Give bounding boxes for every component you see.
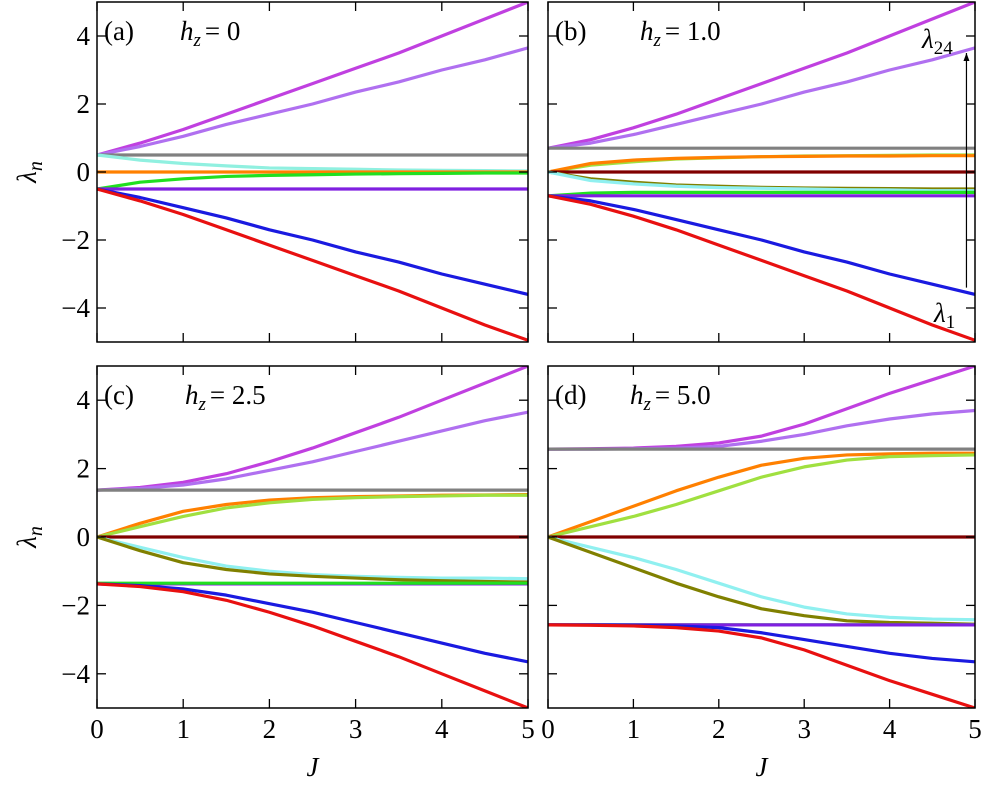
line <box>548 366 975 451</box>
title-subscript: z <box>653 30 662 51</box>
x-tick-label: 5 <box>968 714 982 744</box>
annotation: λ1 <box>933 298 955 333</box>
line <box>97 582 528 708</box>
panel-label: (d) <box>555 380 586 410</box>
line <box>97 2 528 157</box>
annotation-symbol: λ <box>921 24 934 54</box>
y-axis-label: λn <box>12 526 47 549</box>
y-tick-label: −4 <box>61 293 90 323</box>
title-value: = 1.0 <box>665 16 721 46</box>
frame <box>547 1 976 343</box>
line <box>548 535 975 622</box>
annotation: λ24 <box>921 24 953 59</box>
panel-title: hz = 2.5 <box>185 380 266 415</box>
y-tick-label: 4 <box>77 21 91 51</box>
frame <box>96 365 529 709</box>
x-tick-label: 3 <box>797 714 811 744</box>
line <box>97 493 528 539</box>
x-tick-label: 0 <box>541 714 555 744</box>
line <box>548 623 975 664</box>
line <box>97 535 528 581</box>
line <box>97 582 528 664</box>
annotation-symbol: λ <box>933 298 946 328</box>
x-tick-label: 4 <box>883 714 897 744</box>
line <box>548 2 975 150</box>
line <box>97 187 528 296</box>
title-value: = 2.5 <box>210 380 266 410</box>
y-label-symbol: λ <box>12 171 42 184</box>
panel-title: hz = 1.0 <box>640 16 721 51</box>
frame <box>547 365 976 709</box>
y-tick-label: 4 <box>77 385 91 415</box>
x-tick-label: 5 <box>521 714 535 744</box>
line <box>97 171 528 191</box>
y-tick-label: −2 <box>61 590 90 620</box>
plot-area <box>97 2 528 342</box>
plot-area <box>97 366 528 708</box>
annotation-subscript: 1 <box>946 312 956 333</box>
annotation-arrowhead <box>963 53 970 61</box>
title-symbol: h <box>185 380 199 410</box>
panel-title: hz = 0 <box>180 16 240 51</box>
y-tick-label: 2 <box>77 454 91 484</box>
title-symbol: h <box>630 380 644 410</box>
panel-title: hz = 5.0 <box>630 380 711 415</box>
title-value: = 0 <box>205 16 240 46</box>
x-axis-label: J <box>307 752 321 782</box>
y-label-subscript: n <box>25 526 47 536</box>
title-symbol: h <box>180 16 194 46</box>
line <box>97 410 528 492</box>
title-subscript: z <box>193 30 202 51</box>
x-axis-label: J <box>756 752 770 782</box>
y-axis-label: λn <box>12 161 47 184</box>
title-symbol: h <box>640 16 654 46</box>
y-tick-label: 0 <box>77 157 91 187</box>
plot-area <box>548 366 975 708</box>
frame <box>96 1 529 343</box>
x-tick-label: 3 <box>349 714 363 744</box>
line <box>97 153 528 173</box>
y-tick-label: 2 <box>77 89 91 119</box>
line <box>548 170 975 191</box>
y-label-subscript: n <box>25 161 47 171</box>
line <box>548 194 975 342</box>
line <box>548 408 975 451</box>
line <box>97 535 528 584</box>
title-value: = 5.0 <box>655 380 711 410</box>
line <box>548 170 975 193</box>
y-label-symbol: λ <box>12 536 42 549</box>
line <box>548 154 975 174</box>
plot-area <box>548 2 975 342</box>
y-tick-label: 0 <box>77 522 91 552</box>
x-tick-label: 2 <box>712 714 726 744</box>
annotation-subscript: 24 <box>934 38 954 59</box>
line <box>548 453 975 539</box>
line <box>548 194 975 296</box>
x-tick-label: 0 <box>90 714 104 744</box>
y-tick-label: −2 <box>61 225 90 255</box>
line <box>97 366 528 492</box>
line <box>97 187 528 342</box>
line <box>548 451 975 539</box>
panel-label: (b) <box>555 16 586 46</box>
y-tick-label: −4 <box>61 659 90 689</box>
line <box>548 46 975 150</box>
panel-label: (a) <box>104 16 134 46</box>
title-subscript: z <box>198 394 207 415</box>
x-tick-label: 1 <box>176 714 190 744</box>
x-tick-label: 4 <box>435 714 449 744</box>
title-subscript: z <box>643 394 652 415</box>
line <box>548 535 975 626</box>
panel-label: (c) <box>104 380 134 410</box>
x-tick-label: 2 <box>263 714 277 744</box>
x-tick-label: 1 <box>627 714 641 744</box>
line <box>97 46 528 157</box>
line <box>548 623 975 708</box>
line <box>548 190 975 198</box>
